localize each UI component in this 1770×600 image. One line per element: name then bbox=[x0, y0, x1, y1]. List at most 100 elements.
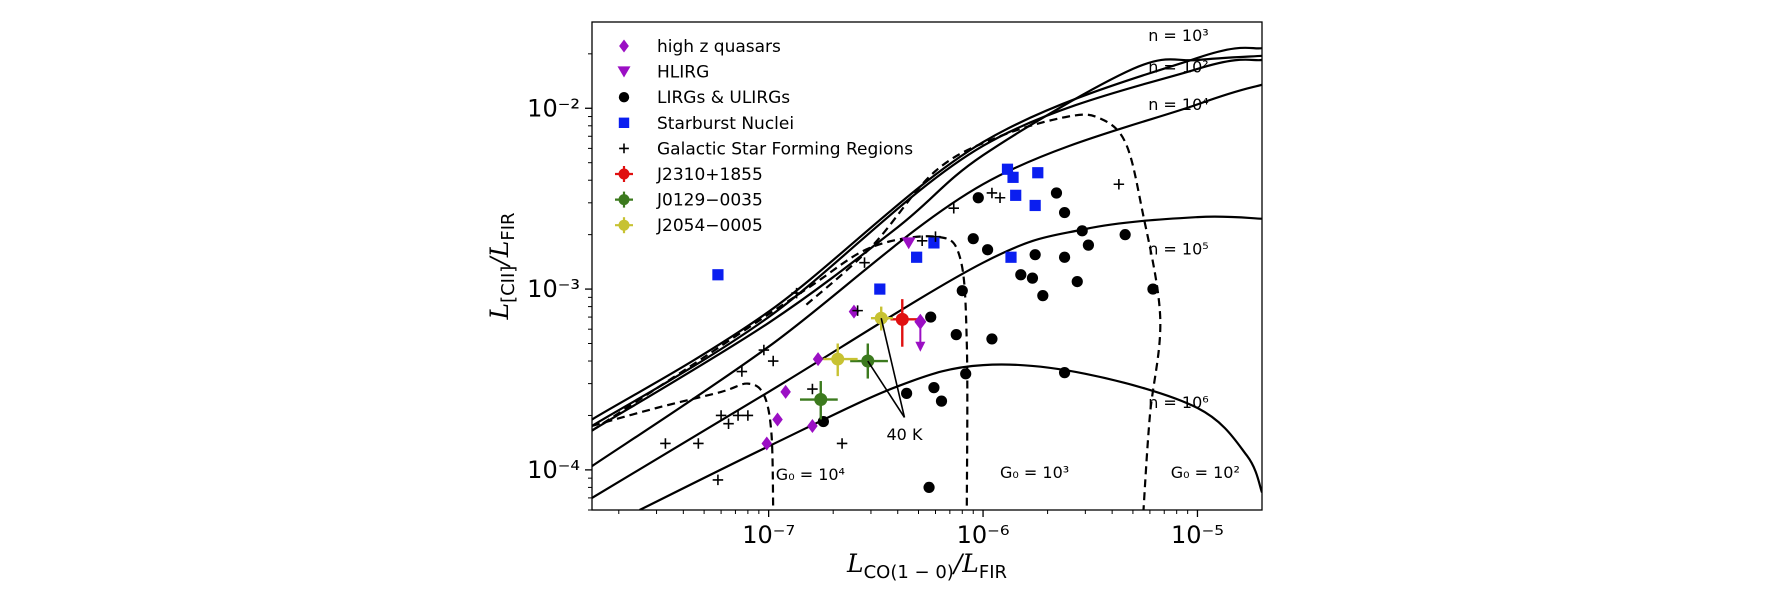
curve-label-7: G₀ = 10² bbox=[1171, 463, 1240, 482]
y-tick-label-0: 10⁻⁴ bbox=[527, 456, 580, 484]
high-z-quasars-point-1 bbox=[761, 436, 773, 451]
lirgs-ulirgs-point-7 bbox=[956, 285, 968, 297]
galactic-star-forming-regions-point-2 bbox=[712, 474, 724, 486]
lirgs-ulirgs-point-14 bbox=[1026, 272, 1039, 284]
galactic-star-forming-regions-point-13 bbox=[852, 305, 863, 316]
legend-label-2: LIRGs & ULIRGs bbox=[657, 88, 790, 108]
high-z-quasars-point-4 bbox=[812, 352, 824, 367]
legend-marker-3 bbox=[618, 117, 630, 128]
lirgs-ulirgs-point-1 bbox=[901, 387, 913, 399]
starburst-nuclei-point-7 bbox=[1029, 199, 1041, 212]
galactic-star-forming-regions-point-15 bbox=[916, 235, 928, 247]
density-curve-0 bbox=[592, 46, 1262, 421]
plot-frame bbox=[591, 21, 1263, 511]
lirgs-ulirgs-point-10 bbox=[981, 244, 994, 256]
galactic-star-forming-regions-point-8 bbox=[758, 344, 770, 356]
legend-label-1: HLIRG bbox=[657, 63, 709, 83]
galactic-star-forming-regions-point-11 bbox=[807, 383, 818, 395]
lirgs-ulirgs-point-3 bbox=[928, 382, 940, 394]
galactic-star-forming-regions-point-16 bbox=[930, 231, 941, 242]
galactic-star-forming-regions-point-18 bbox=[986, 187, 998, 199]
galactic-star-forming-regions-point-6 bbox=[742, 410, 754, 421]
high-z-quasars-point-2 bbox=[780, 384, 791, 399]
galactic-star-forming-regions-point-9 bbox=[767, 355, 779, 367]
high-z-quasars-point-5 bbox=[848, 304, 860, 319]
lirgs-ulirgs-point-13 bbox=[1015, 269, 1027, 281]
galactic-star-forming-regions-point-0 bbox=[660, 438, 671, 449]
galactic-star-forming-regions-point-1 bbox=[693, 438, 704, 449]
starburst-nuclei-point-9 bbox=[1005, 251, 1017, 263]
galactic-star-forming-regions-point-5 bbox=[732, 410, 744, 421]
galactic-star-forming-regions-point-7 bbox=[736, 366, 748, 377]
galactic-star-forming-regions-point-10 bbox=[791, 287, 802, 299]
legend-marker-2 bbox=[618, 92, 630, 103]
density-curve-2 bbox=[592, 54, 1262, 432]
curve-label-0: n = 10³ bbox=[1148, 26, 1209, 45]
lirgs-ulirgs-point-24 bbox=[1147, 283, 1159, 295]
legend-label-0: high z quasars bbox=[657, 37, 781, 57]
legend-marker-4 bbox=[619, 143, 629, 154]
starburst-nuclei-point-3 bbox=[928, 237, 940, 249]
curve-label-1: n = 10² bbox=[1148, 57, 1209, 76]
g0-curve-8 bbox=[805, 113, 1162, 510]
g0-curve-7 bbox=[592, 235, 969, 510]
lirgs-ulirgs-point-25 bbox=[1058, 367, 1071, 379]
lirgs-ulirgs-point-12 bbox=[972, 192, 984, 204]
lirgs-ulirgs-point-6 bbox=[950, 329, 962, 341]
legend-marker-7 bbox=[618, 219, 630, 231]
lirgs-ulirgs-point-15 bbox=[1029, 249, 1041, 261]
galactic-star-forming-regions-point-17 bbox=[948, 202, 959, 214]
legend-label-7: J2054−0005 bbox=[656, 216, 763, 236]
g0-curve-6 bbox=[592, 382, 775, 510]
lirgs-ulirgs-point-4 bbox=[935, 395, 948, 407]
starburst-nuclei-point-6 bbox=[1010, 189, 1022, 201]
annotation-text-0: 40 K bbox=[887, 425, 923, 444]
hlirg-point-0 bbox=[901, 237, 916, 250]
x-tick-label-0: 10⁻⁷ bbox=[742, 521, 795, 549]
lirgs-ulirgs-point-8 bbox=[960, 368, 972, 380]
x-tick-label-1: 10⁻⁶ bbox=[957, 521, 1010, 549]
galactic-star-forming-regions-point-4 bbox=[723, 418, 734, 429]
y-tick-label-2: 10⁻² bbox=[527, 94, 580, 122]
curve-label-4: n = 10⁶ bbox=[1148, 393, 1209, 412]
j0129-0035-point-1 bbox=[814, 393, 828, 407]
legend-marker-1 bbox=[617, 66, 631, 78]
plot-area-group: n = 10³ n = 10² n = 10⁴ n = 10⁵ n = 10⁶ G₀ = … bbox=[527, 21, 1263, 549]
galactic-star-forming-regions-point-12 bbox=[836, 438, 848, 449]
lirgs-ulirgs-point-17 bbox=[1050, 187, 1063, 199]
high-z-quasars-point-0 bbox=[772, 412, 783, 427]
curve-label-2: n = 10⁴ bbox=[1148, 95, 1209, 114]
lirgs-ulirgs-point-19 bbox=[1058, 206, 1071, 219]
legend-label-3: Starburst Nuclei bbox=[657, 114, 794, 134]
starburst-nuclei-point-4 bbox=[1001, 163, 1014, 175]
lirgs-ulirgs-point-0 bbox=[817, 415, 829, 428]
starburst-nuclei-point-5 bbox=[1007, 171, 1019, 183]
j2054-0005-point-0 bbox=[831, 352, 845, 366]
starburst-nuclei-point-0 bbox=[712, 269, 724, 281]
high-z-quasars-point-3 bbox=[807, 418, 818, 433]
lirgs-ulirgs-point-16 bbox=[1037, 290, 1049, 302]
density-curve-4 bbox=[592, 215, 1262, 499]
y-axis-title: L[CII]/LFIR bbox=[485, 212, 519, 320]
lirgs-ulirgs-point-18 bbox=[1058, 251, 1071, 263]
legend-marker-0 bbox=[619, 39, 629, 53]
y-tick-label-1: 10⁻³ bbox=[527, 275, 580, 303]
annotations: n = 10³ n = 10² n = 10⁴ n = 10⁵ n = 10⁶ G₀ = … bbox=[776, 26, 1240, 484]
density-curve-5 bbox=[639, 363, 1262, 510]
density-curve-3 bbox=[592, 83, 1262, 468]
lirgs-ulirgs-point-20 bbox=[1071, 275, 1083, 288]
legend-label-4: Galactic Star Forming Regions bbox=[657, 139, 913, 159]
lirgs-ulirgs-point-9 bbox=[967, 233, 979, 245]
curve-label-3: n = 10⁵ bbox=[1148, 240, 1209, 259]
annotation-line-1 bbox=[867, 360, 906, 418]
x-axis-title: LCO(1 − 0)/LFIR bbox=[846, 549, 1007, 583]
legend-marker-5 bbox=[618, 168, 630, 180]
galactic-star-forming-regions-point-20 bbox=[1113, 178, 1125, 190]
galactic-star-forming-regions-point-14 bbox=[859, 257, 870, 268]
galactic-star-forming-regions-point-3 bbox=[715, 410, 727, 421]
density-curve-1 bbox=[592, 58, 1262, 427]
annotation-line-2 bbox=[880, 318, 906, 418]
upper-limit-arrow-head bbox=[915, 341, 926, 352]
curve-label-5: G₀ = 10⁴ bbox=[776, 465, 845, 484]
